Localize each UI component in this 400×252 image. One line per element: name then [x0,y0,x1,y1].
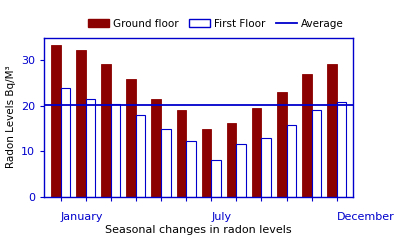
Bar [286,125,296,197]
Bar [86,99,95,197]
Bar [277,92,286,197]
Bar [202,129,211,197]
Bar [252,108,262,197]
Y-axis label: Radon Levels Bq/M³: Radon Levels Bq/M³ [6,66,16,169]
Bar [227,123,236,197]
Bar [111,104,120,197]
Text: July: July [211,212,231,223]
Bar [302,74,312,197]
Bar [262,138,271,197]
Bar [211,160,221,197]
Bar [337,102,346,197]
Bar [236,144,246,197]
Bar [327,64,337,197]
Bar [60,88,70,197]
Bar [101,64,111,197]
Legend: Ground floor, First Floor, Average: Ground floor, First Floor, Average [84,14,348,33]
Bar [176,110,186,197]
Bar [136,115,146,197]
Bar [186,141,196,197]
Bar [126,79,136,197]
Bar [161,130,170,197]
Bar [76,50,86,197]
Text: January: January [60,212,103,223]
X-axis label: Seasonal changes in radon levels: Seasonal changes in radon levels [105,225,292,235]
Text: December: December [337,212,394,223]
Bar [152,99,161,197]
Bar [312,110,321,197]
Bar [51,45,60,197]
